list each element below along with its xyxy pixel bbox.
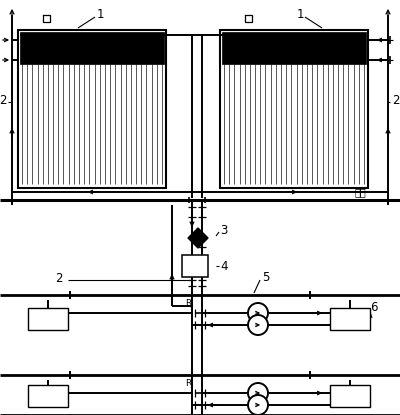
Bar — [330, 385, 370, 407]
Bar — [330, 308, 370, 330]
Text: 2: 2 — [0, 93, 7, 107]
Circle shape — [248, 383, 268, 403]
Bar — [28, 385, 68, 407]
Bar — [20, 32, 164, 64]
Text: 2: 2 — [392, 93, 400, 107]
Text: 5: 5 — [262, 271, 269, 283]
Bar — [28, 308, 68, 330]
Text: SR: SR — [344, 391, 356, 400]
Circle shape — [248, 315, 268, 335]
Text: 1: 1 — [96, 8, 104, 22]
Text: D: D — [191, 261, 199, 271]
Bar — [182, 255, 208, 277]
Text: RJ: RJ — [186, 378, 194, 388]
Text: 6: 6 — [370, 300, 378, 313]
Text: 1: 1 — [296, 8, 304, 22]
Text: SR: SR — [42, 391, 54, 400]
Bar — [18, 30, 166, 188]
Circle shape — [248, 303, 268, 323]
Text: RJ: RJ — [186, 298, 194, 308]
Text: 4: 4 — [220, 259, 228, 273]
Text: SR: SR — [42, 315, 54, 324]
Bar — [220, 30, 368, 188]
Polygon shape — [188, 228, 208, 248]
Circle shape — [248, 395, 268, 415]
Text: SR: SR — [344, 315, 356, 324]
Text: 2: 2 — [55, 271, 62, 285]
Bar — [43, 15, 50, 22]
Bar — [245, 15, 252, 22]
Text: 3: 3 — [220, 224, 227, 237]
Bar — [222, 32, 366, 64]
Text: 屋顶: 屋顶 — [355, 187, 367, 197]
